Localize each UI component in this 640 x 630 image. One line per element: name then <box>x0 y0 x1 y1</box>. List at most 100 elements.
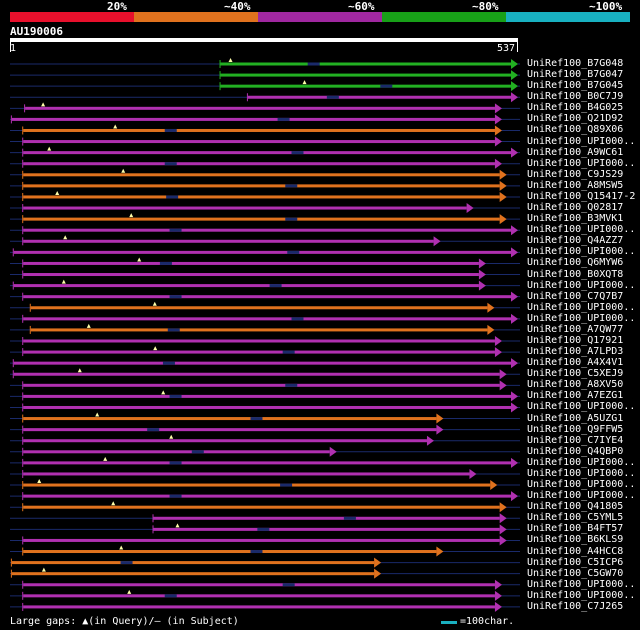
hit-label[interactable]: UniRef100_C7J265 <box>527 600 624 612</box>
hit-label[interactable]: UniRef100_B4FT57 <box>527 523 624 535</box>
query-gap-marker <box>77 368 82 373</box>
hit-start-tick <box>22 170 24 179</box>
hit-label[interactable]: UniRef100_C5GW70 <box>527 567 624 579</box>
hit-start-tick <box>22 414 24 423</box>
hit-label[interactable]: UniRef100_A7EZG1 <box>527 390 624 402</box>
hit-arrow <box>511 147 518 158</box>
hit-label[interactable]: UniRef100_A5UZG1 <box>527 412 624 424</box>
hit-label[interactable]: UniRef100_B4G025 <box>527 102 624 114</box>
hit-label[interactable]: UniRef100_B7G045 <box>527 80 624 92</box>
hit-bar <box>153 516 500 520</box>
hit-label[interactable]: UniRef100_UPI000.. <box>527 401 636 413</box>
hit-label[interactable]: UniRef100_A8MSW5 <box>527 179 624 191</box>
hit-label[interactable]: UniRef100_B6KLS9 <box>527 534 624 546</box>
legend-percent-label: ~100% <box>589 0 623 13</box>
hit-label[interactable]: UniRef100_A9WC61 <box>527 146 624 158</box>
hit-arrow <box>487 324 495 335</box>
hit-start-tick <box>22 503 24 512</box>
query-gap-marker <box>37 479 42 484</box>
query-gap-marker <box>175 523 180 528</box>
hit-label[interactable]: UniRef100_Q4AZZ7 <box>527 235 624 247</box>
hit-bar <box>220 84 511 88</box>
hit-arrow <box>494 336 502 346</box>
hit-label[interactable]: UniRef100_UPI000.. <box>527 312 636 324</box>
hit-arrow <box>511 291 518 302</box>
hit-label[interactable]: UniRef100_A8XV50 <box>527 379 624 391</box>
hit-bar <box>23 383 500 387</box>
hit-arrow <box>499 535 507 546</box>
hit-label[interactable]: UniRef100_UPI000.. <box>527 224 636 236</box>
hit-label[interactable]: UniRef100_C5ICP6 <box>527 556 624 568</box>
hit-label[interactable]: UniRef100_Q02817 <box>527 202 624 214</box>
subject-gap <box>167 328 180 332</box>
hit-start-tick <box>10 558 12 567</box>
subject-gap <box>162 361 175 365</box>
hit-label[interactable]: UniRef100_C7IYE4 <box>527 434 624 446</box>
hit-bar <box>23 128 495 132</box>
hit-label[interactable]: UniRef100_C5YML5 <box>527 512 624 524</box>
hit-bar <box>23 505 500 509</box>
hit-label[interactable]: UniRef100_A4X4V1 <box>527 357 624 369</box>
hit-start-tick <box>22 237 24 246</box>
hit-label[interactable]: UniRef100_Q21D92 <box>527 113 624 125</box>
hit-label[interactable]: UniRef100_B0C7J9 <box>527 91 624 103</box>
hit-label[interactable]: UniRef100_Q41805 <box>527 501 624 513</box>
hit-start-tick <box>22 580 24 589</box>
hit-bar <box>25 106 495 110</box>
hit-label[interactable]: UniRef100_UPI000.. <box>527 246 636 258</box>
hit-label[interactable]: UniRef100_UPI000.. <box>527 157 636 169</box>
hit-start-tick <box>22 436 24 445</box>
hit-label[interactable]: UniRef100_C7Q7B7 <box>527 290 624 302</box>
query-gap-marker <box>47 146 52 151</box>
hit-label[interactable]: UniRef100_Q9FFW5 <box>527 423 624 435</box>
hit-label[interactable]: UniRef100_B7G048 <box>527 58 624 69</box>
hit-label[interactable]: UniRef100_UPI000.. <box>527 467 636 479</box>
hit-start-tick <box>22 259 24 268</box>
hit-label[interactable]: UniRef100_UPI000.. <box>527 301 636 313</box>
subject-gap <box>291 151 304 155</box>
subject-gap <box>250 550 263 554</box>
hit-label[interactable]: UniRef100_Q89X06 <box>527 124 624 136</box>
subject-gap <box>120 561 133 565</box>
hit-start-tick <box>22 226 24 235</box>
hit-arrow <box>494 158 502 169</box>
hit-arrow <box>494 136 502 147</box>
hit-label[interactable]: UniRef100_Q4QBP0 <box>527 445 624 457</box>
hit-arrow <box>478 280 486 291</box>
hit-label[interactable]: UniRef100_UPI000.. <box>527 479 636 491</box>
hit-start-tick <box>22 425 24 434</box>
hit-arrow <box>511 313 518 324</box>
hit-bar <box>23 261 479 265</box>
hit-label[interactable]: UniRef100_A4HCC8 <box>527 545 624 557</box>
hit-label[interactable]: UniRef100_B7G047 <box>527 69 624 81</box>
hit-label[interactable]: UniRef100_UPI000.. <box>527 279 636 291</box>
hit-label[interactable]: UniRef100_Q6MYW6 <box>527 257 624 269</box>
hit-label[interactable]: UniRef100_UPI000.. <box>527 589 636 601</box>
hit-label[interactable]: UniRef100_C5XEJ9 <box>527 368 624 380</box>
hit-bar <box>23 405 512 409</box>
hit-start-tick <box>22 447 24 456</box>
hit-bar <box>220 73 511 77</box>
hit-label[interactable]: UniRef100_A7LPD3 <box>527 346 624 358</box>
hit-label[interactable]: UniRef100_B3MVK1 <box>527 213 624 225</box>
hit-bar <box>23 273 479 277</box>
hit-start-tick <box>22 314 24 323</box>
hit-bar <box>23 339 495 343</box>
hit-start-tick <box>22 381 24 390</box>
hit-label[interactable]: UniRef100_UPI000.. <box>527 135 636 147</box>
legend-segment <box>382 12 506 22</box>
hit-label[interactable]: UniRef100_A7QW77 <box>527 323 624 335</box>
query-gap-marker <box>302 80 307 85</box>
hit-label[interactable]: UniRef100_Q17921 <box>527 335 624 346</box>
hit-start-tick <box>22 492 24 501</box>
hit-label[interactable]: UniRef100_B0XQT8 <box>527 268 624 280</box>
hit-label[interactable]: UniRef100_C9JS29 <box>527 168 624 180</box>
hit-label[interactable]: UniRef100_Q15417-2 <box>527 190 636 202</box>
hit-label[interactable]: UniRef100_UPI000.. <box>527 578 636 590</box>
scale-bar <box>441 621 457 624</box>
hit-bar <box>11 561 375 565</box>
hit-label[interactable]: UniRef100_UPI000.. <box>527 456 636 468</box>
identity-legend: 20% ~40% ~60% ~80% ~100% <box>10 0 630 22</box>
hit-label[interactable]: UniRef100_UPI000.. <box>527 490 636 502</box>
hit-start-tick <box>22 481 24 490</box>
